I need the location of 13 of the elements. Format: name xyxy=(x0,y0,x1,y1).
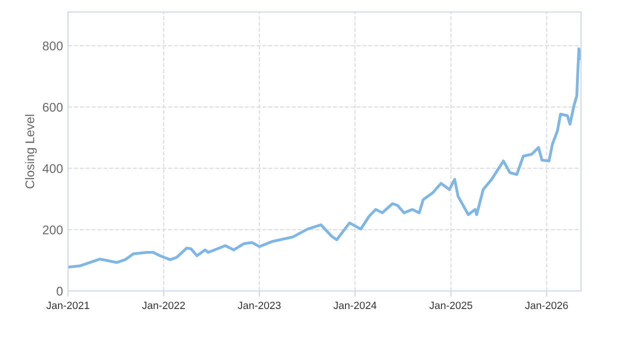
y-tick-label: 200 xyxy=(42,225,63,234)
y-tick-label: 800 xyxy=(42,42,63,50)
x-tick-label: Jan-2021 xyxy=(46,302,90,310)
x-tick-label: Jan-2025 xyxy=(429,302,472,310)
x-tick-label: Jan-2023 xyxy=(238,302,281,310)
y-axis-title: Closing Level xyxy=(25,114,37,188)
x-tick-label: Jan-2024 xyxy=(333,302,376,310)
y-tick-label: 0 xyxy=(56,286,63,296)
y-tick-label: 600 xyxy=(42,102,63,112)
y-tick-label: 400 xyxy=(42,164,63,174)
x-tick-label: Jan-2022 xyxy=(142,302,185,310)
line-series xyxy=(68,47,581,268)
x-tick-label: Jan-2026 xyxy=(525,302,568,310)
